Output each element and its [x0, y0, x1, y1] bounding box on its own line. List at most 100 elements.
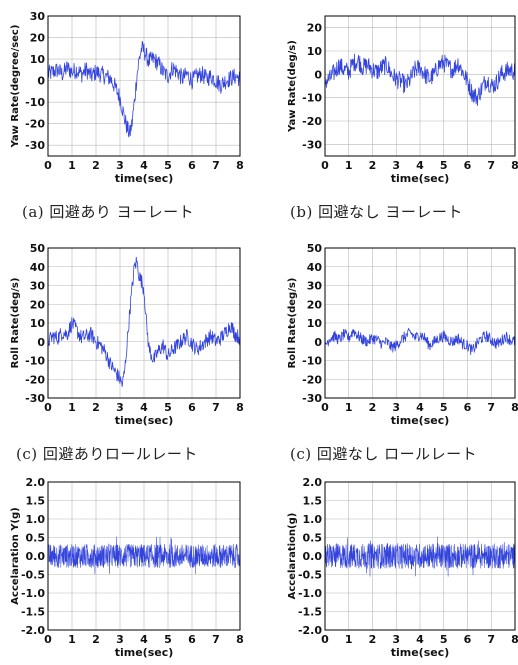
y-tick-label: 30 [30, 280, 46, 293]
y-tick-label: 0.5 [303, 532, 323, 545]
y-tick-label: 2.0 [26, 476, 46, 489]
chart-6: 0 1 2 3 4 5 6 7 8 2.0 1.5 1.0 0.5 0.0 -0.5 -1.0 -1.5 -2.0… [287, 476, 518, 659]
x-tick-label: 6 [464, 159, 472, 172]
x-tick-label: 2 [369, 401, 377, 414]
y-axis-label: Roll Rate(deg/s) [287, 278, 298, 369]
y-tick-label: -1.0 [298, 587, 322, 600]
y-axis-label: Yaw Rate(deg/s) [287, 40, 298, 133]
y-axis-label: Accelaration Y(g) [10, 507, 21, 604]
x-tick-label: 6 [464, 401, 472, 414]
y-tick-label: 20 [30, 298, 46, 311]
y-tick-label: 30 [30, 10, 46, 23]
y-tick-label: -1.0 [21, 587, 45, 600]
x-tick-label: 7 [487, 401, 495, 414]
y-tick-label: 20 [307, 298, 323, 311]
y-tick-label: 0 [314, 68, 322, 81]
chart-3: 0 1 2 3 4 5 6 7 8 50 40 30 20 10 0 -10 -20 -30 time(sec) Ro… [10, 242, 244, 427]
x-axis-label: time(sec) [115, 172, 174, 185]
y-tick-label: 1.0 [303, 513, 323, 526]
y-tick-label: -20 [25, 118, 45, 131]
y-tick-label: 1.0 [26, 513, 46, 526]
y-tick-label: 50 [30, 242, 46, 255]
y-tick-label: -2.0 [298, 624, 322, 637]
x-tick-label: 2 [369, 159, 377, 172]
y-tick-label: -0.5 [298, 569, 322, 582]
x-tick-label: 8 [236, 159, 244, 172]
y-tick-label: 20 [30, 32, 46, 45]
x-tick-label: 7 [487, 159, 495, 172]
y-tick-label: 2.0 [303, 476, 323, 489]
x-tick-label: 1 [345, 159, 353, 172]
series-line-1 [324, 53, 516, 106]
x-tick-label: 5 [164, 633, 172, 646]
x-tick-label: 4 [140, 633, 148, 646]
x-tick-label: 6 [188, 401, 196, 414]
caption-b: (b) 回避なし ヨーレート [290, 203, 463, 221]
x-tick-label: 1 [345, 401, 353, 414]
y-tick-label: -1.5 [21, 606, 45, 619]
caption-d: (c) 回避なし ロールレート [290, 445, 478, 463]
y-tick-label: -10 [302, 92, 322, 105]
y-tick-label: 1.5 [26, 495, 46, 508]
x-tick-label: 7 [212, 401, 220, 414]
x-tick-label: 3 [392, 401, 400, 414]
x-tick-label: 5 [440, 401, 448, 414]
x-tick-label: 5 [164, 159, 172, 172]
x-axis-label: time(sec) [391, 646, 450, 659]
x-tick-label: 0 [321, 159, 329, 172]
caption-c: (c) 回避ありロールレート [16, 445, 198, 463]
plot-frame [324, 247, 516, 399]
caption-a: (a) 回避あり ヨーレート [22, 203, 195, 221]
y-tick-label: 0 [37, 75, 45, 88]
x-tick-label: 4 [416, 159, 424, 172]
x-tick-label: 3 [116, 633, 124, 646]
x-tick-label: 5 [440, 633, 448, 646]
x-tick-label: 0 [321, 401, 329, 414]
plot-frame [47, 247, 241, 399]
series-line-1 [47, 536, 241, 575]
x-tick-label: 5 [164, 401, 172, 414]
y-tick-label: -2.0 [21, 624, 45, 637]
x-tick-label: 2 [369, 633, 377, 646]
x-tick-label: 3 [392, 633, 400, 646]
x-tick-label: 3 [116, 159, 124, 172]
y-tick-label: -10 [302, 355, 322, 368]
y-tick-label: 20 [307, 22, 323, 35]
chart-5: 0 1 2 3 4 5 6 7 8 2.0 1.5 1.0 0.5 0.0 -0.5 -1.0 -1.5 -2.0… [10, 476, 244, 659]
x-tick-label: 0 [44, 633, 52, 646]
y-tick-label: -20 [302, 373, 322, 386]
x-tick-label: 7 [212, 633, 220, 646]
x-axis-label: time(sec) [115, 646, 174, 659]
series-line-1 [47, 41, 241, 138]
x-tick-label: 8 [511, 159, 518, 172]
plot-frame [47, 15, 241, 157]
x-tick-label: 8 [511, 633, 518, 646]
y-tick-label: 30 [307, 280, 323, 293]
x-tick-label: 2 [92, 633, 100, 646]
x-tick-label: 8 [511, 401, 518, 414]
x-tick-label: 4 [416, 633, 424, 646]
y-tick-label: 0 [37, 336, 45, 349]
x-tick-label: 4 [140, 401, 148, 414]
x-tick-label: 6 [188, 159, 196, 172]
series-line-1 [47, 256, 241, 387]
y-tick-label: 10 [307, 317, 323, 330]
y-tick-label: -30 [25, 392, 45, 405]
x-tick-label: 0 [44, 401, 52, 414]
y-tick-label: -20 [302, 115, 322, 128]
plot-frame [324, 481, 516, 631]
y-axis-label: Roll Rate(deg/s) [10, 278, 21, 369]
x-tick-label: 5 [440, 159, 448, 172]
y-tick-label: 40 [30, 261, 46, 274]
plot-frame [47, 481, 241, 631]
x-tick-label: 1 [68, 633, 76, 646]
chart-4: 0 1 2 3 4 5 6 7 8 50 40 30 20 10 0 -10 -20 -30 time(sec) Ro… [287, 242, 518, 427]
y-tick-label: 40 [307, 261, 323, 274]
y-tick-label: 10 [30, 53, 46, 66]
x-tick-label: 2 [92, 401, 100, 414]
x-tick-label: 4 [416, 401, 424, 414]
series-line-1 [324, 327, 516, 356]
x-tick-label: 8 [236, 633, 244, 646]
